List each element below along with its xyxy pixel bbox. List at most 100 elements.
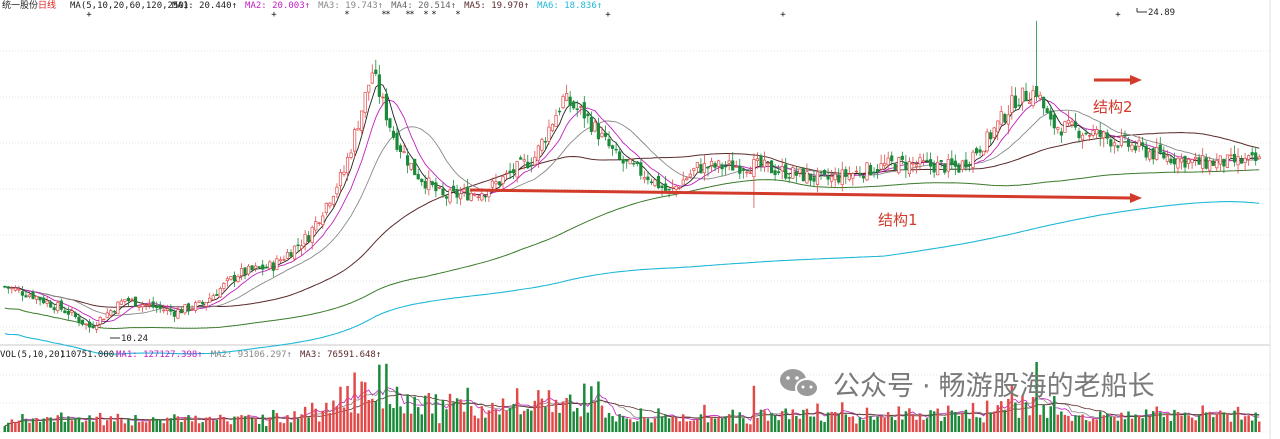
volume-bar <box>621 416 625 432</box>
candle <box>589 111 593 135</box>
volume-bar <box>208 416 211 432</box>
volume-bar <box>360 381 363 432</box>
candle <box>314 216 318 236</box>
volume-bar <box>1123 419 1127 432</box>
volume-bar <box>1010 384 1014 432</box>
volume-bar <box>1176 411 1180 432</box>
candle <box>1162 146 1166 160</box>
candle <box>360 110 364 136</box>
candle <box>557 107 562 116</box>
candle <box>349 148 353 160</box>
candle <box>289 249 293 257</box>
volume-bar <box>17 420 21 432</box>
candle <box>600 126 604 139</box>
candle <box>437 185 441 190</box>
volume-bar <box>1021 395 1024 432</box>
candle <box>1003 112 1007 124</box>
candle <box>561 94 565 110</box>
candle <box>476 194 480 202</box>
candle <box>169 304 173 316</box>
candle <box>1056 126 1060 134</box>
candle <box>1257 154 1261 160</box>
candle <box>1169 155 1173 165</box>
volume-bar <box>791 409 795 432</box>
candle <box>512 163 516 180</box>
volume-bar <box>385 363 388 432</box>
candle <box>780 158 784 180</box>
volume-bar <box>1159 412 1162 432</box>
candle <box>324 202 328 216</box>
volume-bar <box>194 415 197 432</box>
candle <box>978 145 982 156</box>
candle <box>727 153 731 171</box>
volume-bar <box>1074 415 1077 432</box>
volume-bar <box>759 409 763 432</box>
volume-bar <box>738 412 742 432</box>
candle <box>102 318 106 321</box>
volume-bar <box>1088 421 1091 432</box>
volume-bar <box>293 411 296 432</box>
candle <box>734 160 738 168</box>
volume-bar <box>530 410 533 432</box>
volume-bar <box>830 411 833 432</box>
volume-bar <box>130 425 134 432</box>
volume-bar <box>1137 415 1141 432</box>
candle <box>1186 157 1191 170</box>
candle <box>20 285 25 302</box>
volume-bar <box>353 372 356 432</box>
candle <box>1144 141 1148 161</box>
volume-bar <box>173 414 176 432</box>
volume-bar <box>713 418 717 432</box>
candle <box>1077 127 1081 143</box>
volume-bar <box>113 421 116 432</box>
candle <box>148 299 152 309</box>
candle <box>1123 130 1127 140</box>
candle <box>451 179 456 193</box>
candle <box>264 264 268 269</box>
candle <box>695 162 699 174</box>
candle <box>582 96 586 128</box>
candle <box>34 295 39 305</box>
volume-bar <box>388 404 392 432</box>
volume-bar <box>583 383 586 432</box>
ma120-line <box>4 169 1260 330</box>
candle <box>49 299 53 308</box>
candle <box>971 149 975 173</box>
volume-bar <box>558 412 561 432</box>
volume-bar <box>1049 406 1052 432</box>
volume-bar <box>876 416 879 432</box>
volume-bar <box>632 422 636 432</box>
candle <box>427 170 431 196</box>
volume-bar <box>841 402 844 432</box>
volume-bar <box>346 385 349 432</box>
volume-bar <box>21 414 24 432</box>
candle <box>494 173 498 189</box>
candle <box>247 264 251 277</box>
volume-bar <box>869 416 872 432</box>
volume-bar <box>1233 410 1236 432</box>
candle <box>84 323 88 330</box>
volume-bar <box>28 422 31 432</box>
volume-bar <box>1134 414 1137 432</box>
volume-bar <box>1067 415 1070 432</box>
event-marker: * <box>455 10 460 20</box>
watermark: 公众号 · 畅游股海的老船长 <box>780 369 1155 402</box>
volume-bar <box>890 416 893 432</box>
candle <box>204 302 208 311</box>
volume-bar <box>745 423 749 432</box>
candle <box>6 286 10 294</box>
candle <box>1208 156 1212 175</box>
candle <box>932 160 936 178</box>
candle <box>1254 146 1258 166</box>
candle <box>391 126 396 140</box>
volume-bar <box>505 410 508 432</box>
volume-bar <box>763 410 766 432</box>
volume-bar <box>628 419 632 432</box>
volume-bar <box>756 417 759 432</box>
candle <box>893 162 897 171</box>
wechat-icon <box>780 369 819 398</box>
candle <box>787 172 791 183</box>
candle <box>155 301 159 313</box>
candle <box>1059 127 1063 143</box>
candle <box>250 264 254 273</box>
